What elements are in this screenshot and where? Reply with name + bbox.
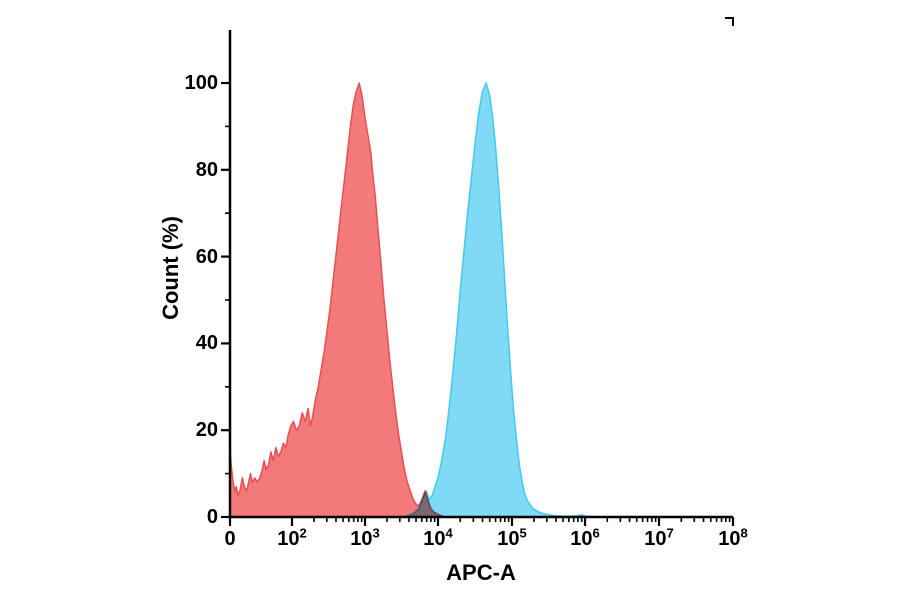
x-tick-label-10e7: 107	[644, 525, 674, 550]
x-tick-label-10e8: 108	[718, 525, 748, 550]
y-tick-label-0: 0	[206, 506, 218, 528]
red-population-area	[229, 82, 447, 518]
y-tick-label-40: 40	[195, 332, 218, 355]
x-tick-label-0: 0	[224, 528, 236, 550]
y-tick-label-20: 20	[195, 419, 218, 442]
x-tick-label-10e3: 103	[350, 525, 380, 550]
y-tick-label-100: 100	[184, 72, 218, 94]
x-tick-label-10e5: 105	[497, 525, 527, 550]
x-tick-label-10e2: 102	[277, 525, 307, 550]
x-tick-label-10e6: 106	[570, 525, 600, 550]
y-tick-label-80: 80	[195, 158, 218, 181]
y-tick-label-60: 60	[195, 245, 218, 268]
x-tick-label-10e4: 104	[423, 525, 453, 550]
frame-corner-mark	[725, 17, 734, 26]
blue-population-area	[404, 82, 660, 518]
x-axis-title: APC-A	[446, 560, 516, 585]
